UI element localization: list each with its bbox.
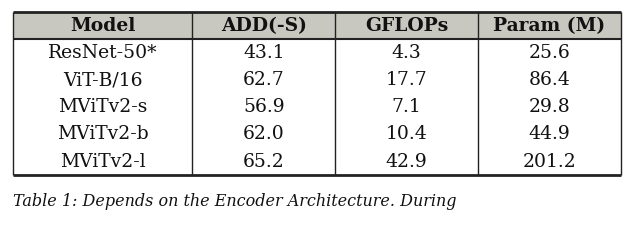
Text: 62.0: 62.0 (243, 125, 285, 143)
Text: 29.8: 29.8 (529, 98, 571, 116)
Text: 17.7: 17.7 (386, 71, 427, 89)
Text: 10.4: 10.4 (386, 125, 427, 143)
Text: 65.2: 65.2 (243, 153, 285, 171)
Text: 44.9: 44.9 (529, 125, 571, 143)
Bar (13, 12, 621, 39)
Text: ADD(-S): ADD(-S) (221, 17, 307, 35)
Text: ResNet-50*: ResNet-50* (48, 44, 157, 62)
Text: Param (M): Param (M) (493, 17, 605, 35)
Text: 43.1: 43.1 (243, 44, 285, 62)
Text: 25.6: 25.6 (529, 44, 571, 62)
Text: 201.2: 201.2 (522, 153, 576, 171)
Text: ViT-B/16: ViT-B/16 (63, 71, 143, 89)
Text: MViTv2-l: MViTv2-l (60, 153, 145, 171)
Text: 56.9: 56.9 (243, 98, 285, 116)
Text: MViTv2-s: MViTv2-s (58, 98, 147, 116)
Text: 62.7: 62.7 (243, 71, 285, 89)
Text: 86.4: 86.4 (529, 71, 571, 89)
Text: GFLOPs: GFLOPs (365, 17, 448, 35)
Text: 7.1: 7.1 (392, 98, 422, 116)
Text: MViTv2-b: MViTv2-b (57, 125, 148, 143)
Text: Model: Model (70, 17, 136, 35)
Text: 4.3: 4.3 (392, 44, 422, 62)
Text: Table 1: Depends on the Encoder Architecture. During: Table 1: Depends on the Encoder Architec… (13, 193, 456, 210)
Text: 42.9: 42.9 (386, 153, 427, 171)
